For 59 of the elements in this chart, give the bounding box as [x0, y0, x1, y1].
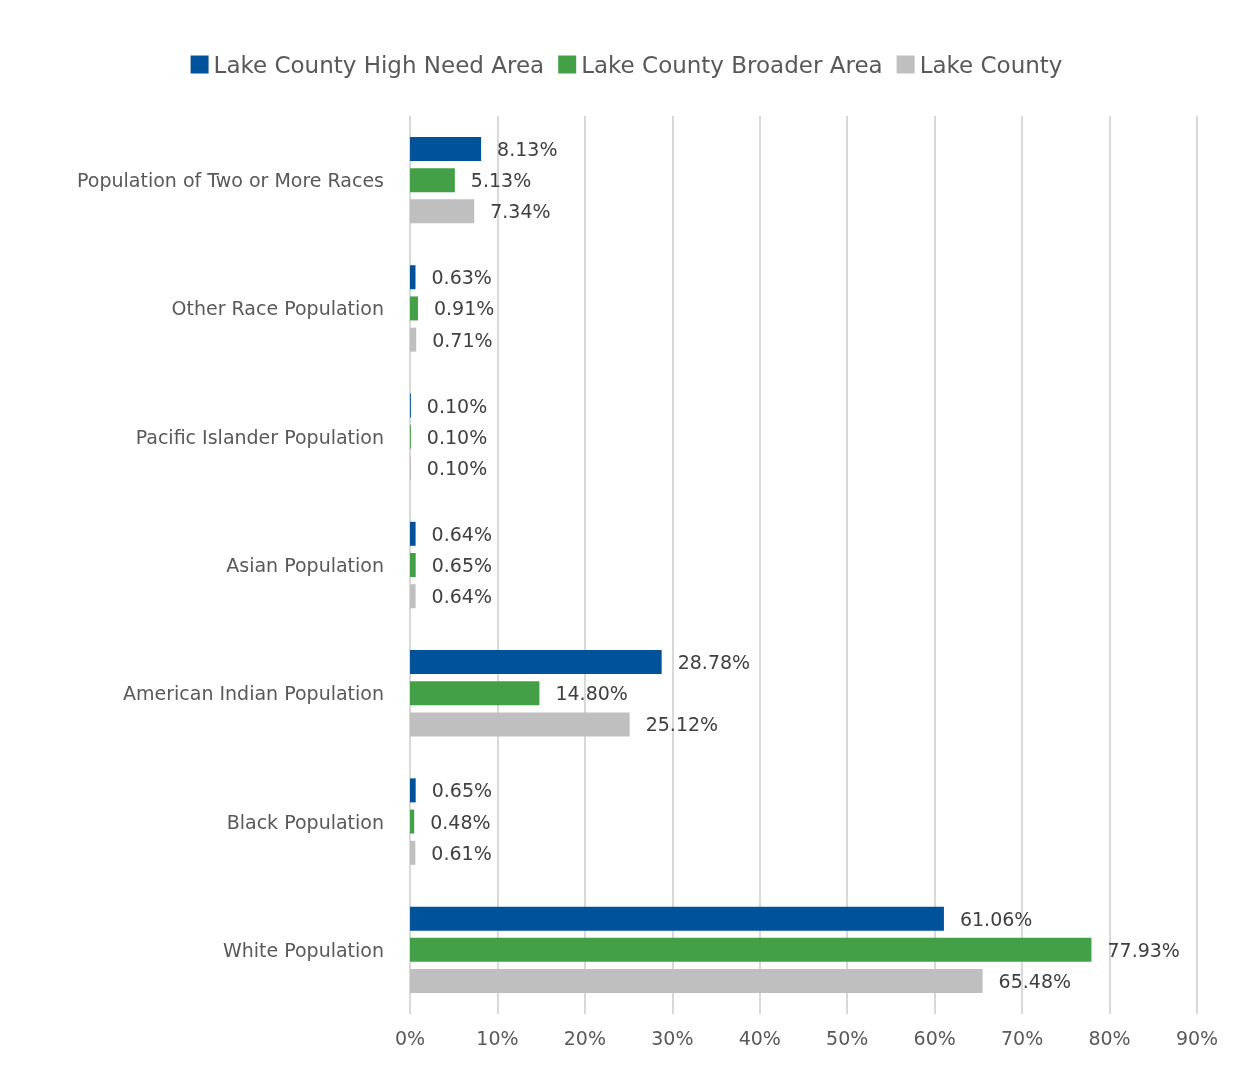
bar: [410, 712, 630, 737]
x-tick-label: 30%: [651, 1026, 694, 1049]
legend-label: Lake County High Need Area: [213, 51, 545, 78]
data-label: 0.65%: [431, 779, 493, 802]
x-tick-label: 80%: [1088, 1026, 1131, 1049]
data-label: 77.93%: [1107, 938, 1180, 961]
bar: [410, 521, 416, 546]
data-label: 7.34%: [490, 200, 551, 223]
y-tick-label: Population of Two or More Races: [77, 169, 384, 192]
y-tick-label: White Population: [222, 938, 384, 961]
data-label: 0.63%: [431, 266, 492, 289]
data-label: 0.65%: [431, 554, 493, 576]
data-label: 8.13%: [497, 137, 558, 160]
bar: [410, 778, 416, 803]
bar: [410, 681, 540, 706]
legend-label: Lake County: [919, 51, 1063, 78]
data-label: 61.06%: [959, 907, 1033, 930]
data-label: 0.10%: [426, 456, 488, 479]
data-label: 0.91%: [433, 297, 495, 320]
bar: [410, 136, 482, 161]
x-tick-label: 50%: [826, 1026, 869, 1049]
bar: [410, 840, 416, 865]
y-tick-label: Other Race Population: [171, 297, 384, 320]
data-label: 0.64%: [431, 585, 492, 608]
data-label: 28.78%: [677, 651, 751, 674]
bar: [410, 937, 1092, 962]
x-tick-label: 20%: [563, 1026, 607, 1049]
bar: [410, 296, 418, 321]
data-label: 0.61%: [431, 841, 492, 864]
x-tick-label: 10%: [476, 1026, 519, 1049]
data-label: 0.64%: [431, 522, 492, 545]
y-tick-label: Asian Population: [226, 554, 384, 576]
x-tick-label: 70%: [1000, 1026, 1044, 1049]
x-tick-label: 60%: [913, 1026, 956, 1049]
data-label: 0.10%: [426, 425, 488, 448]
data-label: 14.80%: [555, 682, 628, 705]
bar: [410, 553, 416, 577]
y-tick-label: Pacific Islander Population: [135, 425, 384, 448]
x-tick-label: 90%: [1175, 1026, 1219, 1049]
y-tick-label: American Indian Population: [123, 682, 384, 705]
legend-label: Lake County Broader Area: [581, 51, 883, 78]
bar: [410, 650, 662, 675]
bar: [410, 199, 475, 224]
bar: [410, 168, 455, 193]
x-tick-label: 40%: [738, 1026, 781, 1049]
data-label: 0.48%: [430, 810, 491, 833]
y-tick-label: Black Population: [226, 810, 384, 833]
bar: [410, 809, 415, 834]
data-label: 65.48%: [998, 970, 1072, 993]
bar: [410, 969, 983, 994]
bar: [410, 327, 417, 352]
data-label: 5.13%: [470, 169, 532, 192]
data-label: 0.71%: [432, 328, 493, 351]
bar: [410, 265, 416, 290]
data-label: 0.10%: [426, 394, 488, 417]
bar: [410, 906, 944, 931]
bar: [410, 584, 416, 609]
x-tick-label: 0%: [394, 1026, 426, 1049]
data-label: 25.12%: [645, 713, 719, 736]
